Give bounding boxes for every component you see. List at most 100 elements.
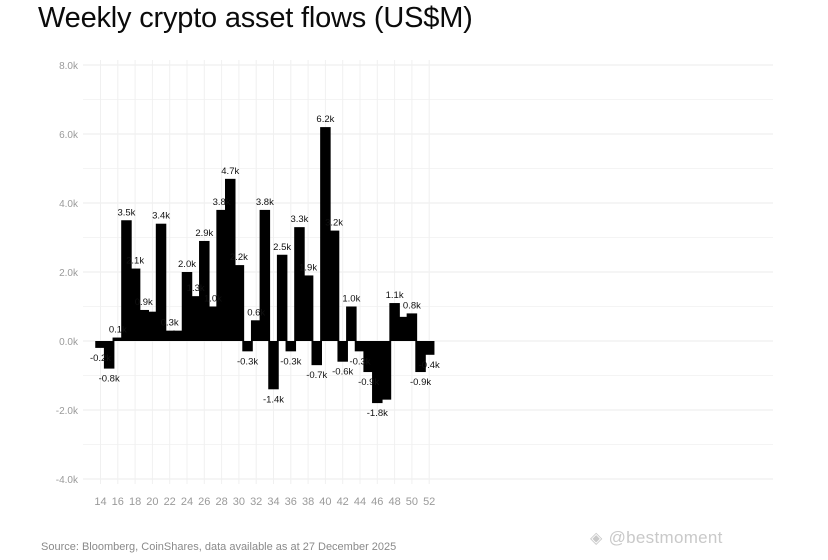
- data-label: 1.3k: [187, 283, 205, 294]
- bar: [190, 296, 201, 341]
- data-label: 2.2k: [230, 252, 248, 263]
- x-tick-label: 30: [233, 496, 245, 508]
- bar: [311, 341, 322, 366]
- data-label: -1.8k: [367, 408, 388, 419]
- bar: [380, 341, 392, 400]
- data-label: 6.2k: [316, 114, 334, 125]
- x-tick-label: 22: [164, 496, 176, 508]
- watermark: ◈ @bestmoment: [590, 528, 723, 548]
- bar: [363, 341, 374, 373]
- x-tick-label: 16: [112, 496, 124, 508]
- bar: [225, 178, 236, 341]
- bar: [250, 320, 262, 341]
- x-tick-label: 48: [388, 496, 400, 508]
- y-tick-label: 0.0k: [59, 337, 79, 348]
- x-tick-label: 50: [406, 496, 418, 508]
- bar: [389, 303, 400, 341]
- data-label: -0.2k: [90, 353, 111, 364]
- x-tick-label: 40: [319, 496, 331, 508]
- data-label: -0.8k: [99, 374, 120, 385]
- x-tick-label: 44: [354, 496, 366, 508]
- y-axis-ticks: -4.0k -2.0k 0.0k 2.0k 4.0k 6.0k 8.0k: [56, 61, 79, 486]
- x-tick-label: 28: [215, 496, 227, 508]
- data-label: -0.6k: [332, 367, 353, 378]
- binance-logo-icon: ◈: [590, 530, 603, 547]
- data-label: 2.1k: [126, 256, 144, 267]
- data-label: 0.3k: [161, 318, 179, 329]
- chart-title: Weekly crypto asset flows (US$M): [38, 2, 473, 34]
- bar: [276, 254, 288, 341]
- bar: [216, 209, 227, 341]
- bar: [155, 223, 167, 341]
- y-tick-label: 2.0k: [59, 268, 79, 279]
- data-label: 3.8k: [256, 197, 274, 208]
- bar: [294, 227, 305, 341]
- y-tick-label: 4.0k: [59, 199, 79, 210]
- data-label: 0.8k: [403, 300, 421, 311]
- bar: [372, 341, 383, 404]
- bar: [406, 313, 418, 341]
- x-tick-label: 20: [146, 496, 158, 508]
- data-label: 1.1k: [386, 290, 404, 301]
- data-label: 1.0k: [342, 294, 360, 305]
- x-axis-ticks: 14 16 18 20 22 24 26 28 30 32 34 36 38 40 42 44 46 48 50 52: [94, 496, 435, 508]
- bar: [164, 330, 175, 341]
- bar: [181, 272, 193, 341]
- x-tick-label: 32: [250, 496, 262, 508]
- data-label: 3.3k: [290, 214, 308, 225]
- data-label: 2.9k: [195, 228, 213, 239]
- bar: [285, 341, 297, 352]
- data-label: 4.7k: [221, 166, 239, 177]
- data-label: 0.9k: [135, 297, 153, 308]
- bar: [129, 268, 141, 341]
- source-note: Source: Bloomberg, CoinShares, data avai…: [41, 541, 397, 553]
- bar: [147, 311, 158, 341]
- data-label: 3.2k: [325, 218, 343, 229]
- data-label: 1.9k: [299, 262, 317, 273]
- bar: [268, 341, 279, 390]
- bar: [103, 341, 115, 369]
- data-label: -1.4k: [263, 394, 284, 405]
- x-tick-label: 42: [337, 496, 349, 508]
- data-label: 0.6k: [247, 307, 265, 318]
- x-tick-label: 24: [181, 496, 193, 508]
- data-label: -0.3k: [280, 356, 301, 367]
- bar: [328, 230, 340, 341]
- bar: [302, 275, 314, 341]
- bar: [415, 341, 426, 373]
- bar: [207, 306, 219, 341]
- data-label: 1.0k: [204, 294, 222, 305]
- data-label: -0.4k: [419, 360, 440, 371]
- bar: [337, 341, 348, 362]
- bar: [112, 337, 124, 341]
- bar: [320, 127, 331, 341]
- bars: [95, 127, 435, 404]
- watermark-text: @bestmoment: [608, 528, 723, 547]
- data-label: -0.3k: [237, 356, 258, 367]
- bar: [95, 341, 106, 348]
- data-label: 0.1k: [109, 325, 127, 336]
- bar: [199, 240, 210, 341]
- data-label: 2.0k: [178, 259, 196, 270]
- x-tick-label: 34: [267, 496, 279, 508]
- data-label: -0.9k: [410, 377, 431, 388]
- x-tick-label: 52: [423, 496, 435, 508]
- bar: [138, 309, 149, 341]
- bar: [354, 341, 366, 352]
- x-tick-label: 36: [285, 496, 297, 508]
- bar: [346, 306, 357, 341]
- data-label: 3.4k: [152, 211, 170, 222]
- y-tick-label: 6.0k: [59, 130, 79, 141]
- bar-chart: -4.0k -2.0k 0.0k 2.0k 4.0k 6.0k 8.0k -0.2k -0.8…: [56, 60, 773, 508]
- bar: [233, 265, 245, 341]
- data-label: -0.3k: [349, 356, 370, 367]
- data-label: 2.5k: [273, 242, 291, 253]
- x-tick-label: 14: [94, 496, 106, 508]
- x-tick-label: 38: [302, 496, 314, 508]
- bar: [173, 330, 184, 341]
- x-tick-label: 18: [129, 496, 141, 508]
- data-label: -0.9k: [358, 377, 379, 388]
- bar: [423, 341, 435, 355]
- bar: [259, 209, 271, 341]
- x-tick-label: 26: [198, 496, 210, 508]
